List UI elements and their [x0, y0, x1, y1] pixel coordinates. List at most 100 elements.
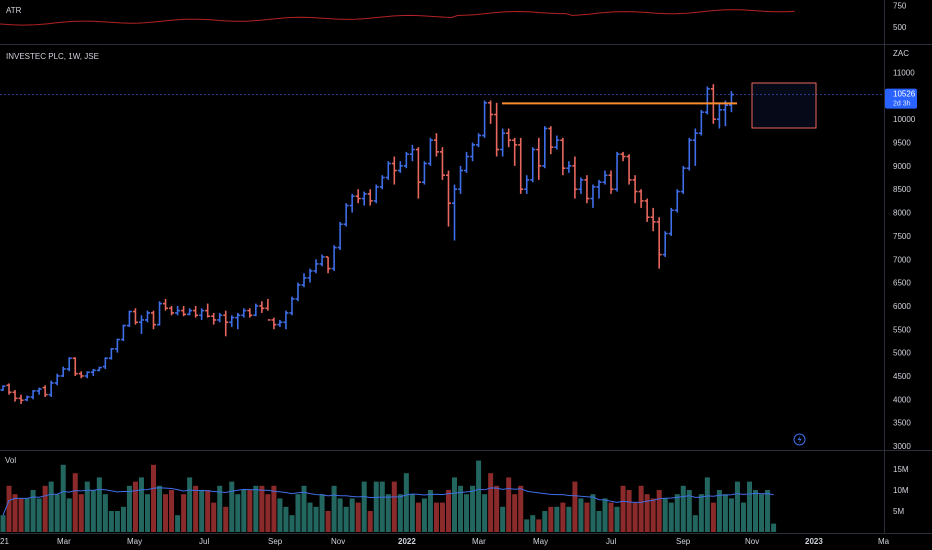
ohlc-bar [614, 151, 620, 192]
volume-bar [193, 485, 199, 532]
ohlc-bar [60, 366, 66, 377]
ohlc-bar [608, 170, 614, 194]
volume-bar [181, 494, 187, 532]
ohlc-bar [656, 217, 662, 269]
price-tick-label: 11000 [893, 69, 915, 78]
volume-bar [644, 494, 650, 532]
volume-bar [596, 511, 602, 532]
volume-bar [114, 511, 120, 532]
ohlc-bar [536, 137, 542, 180]
volume-bar [415, 502, 421, 532]
volume-bar [674, 494, 680, 532]
volume-bar [223, 506, 229, 532]
volume-bar [518, 485, 524, 532]
ohlc-bar [331, 245, 337, 271]
time-tick-label: Jul [199, 537, 209, 546]
volume-bar [638, 485, 644, 532]
volume-bar [295, 494, 301, 532]
atr-axis[interactable]: 750 500 [893, 2, 907, 33]
volume-bars[interactable] [0, 460, 777, 532]
price-tick-label: 4500 [893, 372, 911, 381]
ohlc-bar [181, 305, 187, 317]
volume-bar [512, 494, 518, 532]
ohlc-bar [385, 161, 391, 180]
time-axis[interactable]: 21 Mar May Jul Sep Nov 2022 Mar May Jul Sep Nov 2023… [0, 537, 890, 546]
ohlc-bar [554, 135, 560, 150]
volume-bar [536, 519, 542, 532]
last-price-badge[interactable]: 10526 2d 3h [885, 88, 917, 109]
volume-bar [482, 494, 488, 532]
ohlc-bar [42, 385, 48, 397]
ohlc-bar [470, 142, 476, 162]
atr-label: ATR [6, 6, 22, 15]
volume-axis[interactable]: 15M 10M 5M [893, 465, 909, 516]
ohlc-bars[interactable] [0, 84, 734, 404]
ohlc-bar [716, 102, 722, 129]
ohlc-bar [157, 301, 163, 326]
ohlc-bar [235, 312, 241, 330]
price-tick-label: 7000 [893, 255, 911, 264]
volume-bar [265, 494, 271, 532]
ohlc-bar [30, 389, 36, 400]
volume-bar [548, 506, 554, 532]
volume-bar [163, 494, 169, 532]
ohlc-bar [138, 315, 144, 334]
volume-bar [632, 502, 638, 532]
ohlc-bar [211, 312, 217, 325]
volume-bar [175, 515, 181, 532]
volume-bar [542, 511, 548, 532]
volume-bar [626, 490, 632, 532]
volume-bar [289, 515, 295, 532]
ohlc-bar [626, 154, 632, 185]
volume-bar [458, 485, 464, 532]
volume-bar [692, 515, 698, 532]
ohlc-bar [584, 175, 590, 204]
volume-bar [355, 502, 361, 532]
volume-bar [445, 490, 451, 532]
volume-bar [6, 485, 12, 532]
currency-label: ZAC [893, 49, 909, 58]
price-tick-label: 5500 [893, 325, 911, 334]
price-axis[interactable]: 1100010500100009500900085008000750070006… [893, 69, 916, 452]
volume-bar [662, 498, 668, 532]
volume-bar [120, 506, 126, 532]
ohlc-bar [445, 170, 451, 227]
time-tick-label: 21 [0, 537, 9, 546]
highlight-rectangle[interactable] [751, 82, 817, 129]
ohlc-bar [572, 156, 578, 199]
ohlc-bar [283, 310, 289, 330]
last-price-badge-bg [885, 88, 917, 109]
volume-bar [90, 490, 96, 532]
volume-bar [319, 494, 325, 532]
volume-bar [132, 481, 138, 532]
time-tick-label: Nov [745, 537, 759, 546]
ohlc-bar [566, 161, 572, 173]
volume-bar [554, 506, 560, 532]
volume-bar [566, 506, 572, 532]
volume-bar [668, 502, 674, 532]
ohlc-bar [494, 102, 500, 157]
volume-bar [759, 494, 765, 532]
volume-bar [367, 511, 373, 532]
ohlc-bar [132, 308, 138, 325]
ohlc-bar [163, 298, 169, 311]
ohlc-bar [151, 310, 156, 330]
volume-bar [403, 473, 409, 532]
volume-bar [331, 485, 337, 532]
volume-bar [24, 498, 30, 532]
volume-bar [530, 515, 536, 532]
ohlc-bar [223, 310, 229, 337]
ohlc-bar [24, 395, 30, 402]
price-tick-label: 3000 [893, 442, 911, 451]
atr-tick-label: 500 [893, 23, 907, 32]
volume-bar [379, 481, 385, 532]
volume-bar [337, 498, 343, 532]
symbol-title[interactable]: INVESTEC PLC, 1W, JSE [6, 52, 99, 61]
volume-bar [325, 511, 331, 532]
lightning-icon[interactable] [793, 433, 806, 446]
volume-bar [169, 490, 175, 532]
volume-bar [590, 494, 596, 532]
volume-bar [60, 464, 66, 532]
ohlc-bar [90, 368, 96, 376]
